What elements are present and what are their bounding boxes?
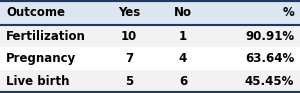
Text: 5: 5 bbox=[125, 75, 133, 88]
Text: No: No bbox=[174, 6, 192, 19]
Text: 63.64%: 63.64% bbox=[245, 52, 294, 65]
Text: Pregnancy: Pregnancy bbox=[6, 52, 76, 65]
Text: Fertilization: Fertilization bbox=[6, 30, 86, 43]
Text: %: % bbox=[282, 6, 294, 19]
Text: 6: 6 bbox=[179, 75, 187, 88]
Text: Outcome: Outcome bbox=[6, 6, 65, 19]
Text: Yes: Yes bbox=[118, 6, 140, 19]
Text: 90.91%: 90.91% bbox=[245, 30, 294, 43]
Text: Live birth: Live birth bbox=[6, 75, 70, 88]
Text: 4: 4 bbox=[179, 52, 187, 65]
Text: 1: 1 bbox=[179, 30, 187, 43]
Text: 45.45%: 45.45% bbox=[244, 75, 294, 88]
Text: 7: 7 bbox=[125, 52, 133, 65]
Text: 10: 10 bbox=[121, 30, 137, 43]
